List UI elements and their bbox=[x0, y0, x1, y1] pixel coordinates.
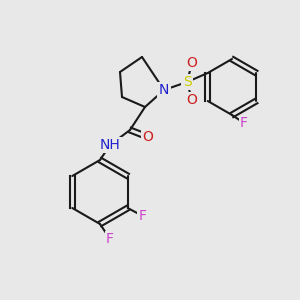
Text: NH: NH bbox=[100, 138, 120, 152]
Text: O: O bbox=[142, 130, 153, 144]
Text: F: F bbox=[106, 232, 114, 246]
Text: O: O bbox=[187, 93, 197, 107]
Text: N: N bbox=[159, 83, 169, 97]
Text: S: S bbox=[183, 75, 191, 89]
Text: O: O bbox=[187, 56, 197, 70]
Text: F: F bbox=[240, 116, 248, 130]
Text: F: F bbox=[139, 209, 147, 223]
